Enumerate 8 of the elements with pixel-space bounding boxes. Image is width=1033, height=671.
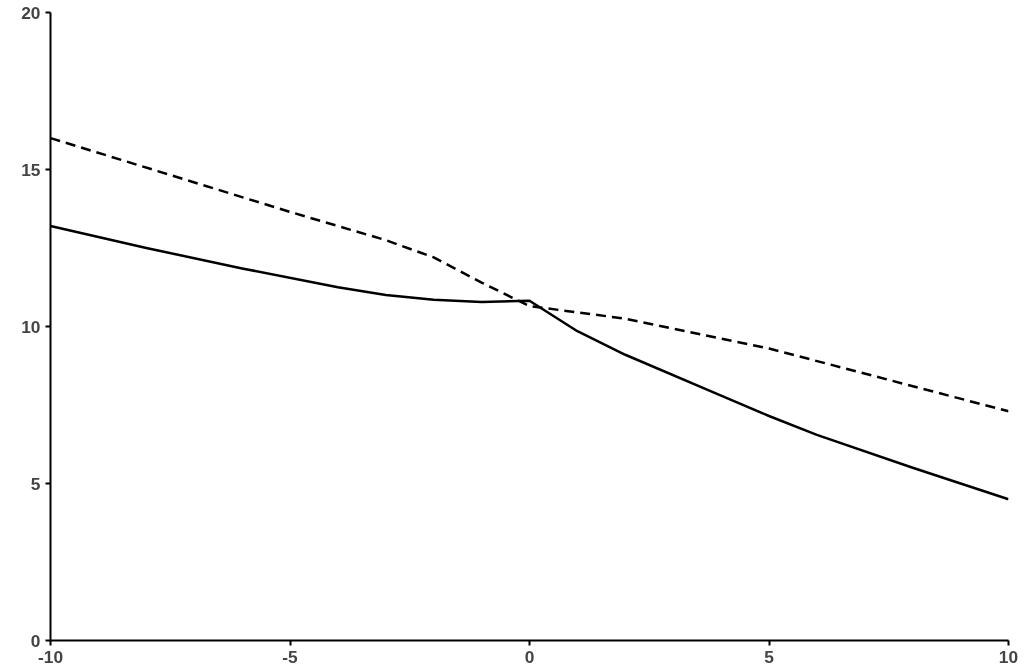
x-tick-label: 10 [998, 646, 1019, 667]
y-tick-label: 20 [21, 2, 41, 23]
x-tick-label: 0 [524, 646, 535, 667]
x-tick-label: 5 [764, 646, 775, 667]
y-tick-label: 5 [30, 473, 41, 494]
y-tick-label: 15 [21, 159, 41, 180]
x-tick-label: -5 [282, 646, 299, 667]
y-tick-label: 10 [21, 316, 41, 337]
